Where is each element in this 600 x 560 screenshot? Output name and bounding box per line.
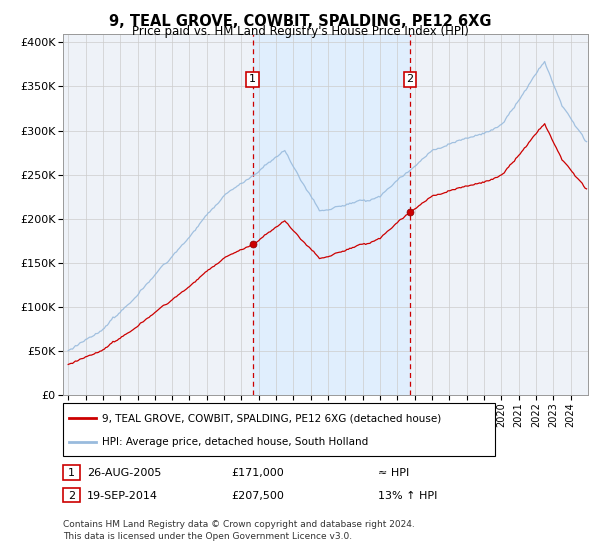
Text: Contains HM Land Registry data © Crown copyright and database right 2024.: Contains HM Land Registry data © Crown c…: [63, 520, 415, 529]
Text: 19-SEP-2014: 19-SEP-2014: [87, 491, 158, 501]
Text: This data is licensed under the Open Government Licence v3.0.: This data is licensed under the Open Gov…: [63, 532, 352, 541]
Text: 26-AUG-2005: 26-AUG-2005: [87, 468, 161, 478]
Text: HPI: Average price, detached house, South Holland: HPI: Average price, detached house, Sout…: [102, 436, 368, 446]
Text: ≈ HPI: ≈ HPI: [378, 468, 409, 478]
Text: 9, TEAL GROVE, COWBIT, SPALDING, PE12 6XG (detached house): 9, TEAL GROVE, COWBIT, SPALDING, PE12 6X…: [102, 413, 441, 423]
Text: £207,500: £207,500: [231, 491, 284, 501]
Text: 2: 2: [68, 491, 75, 501]
Text: 1: 1: [249, 74, 256, 85]
Text: 9, TEAL GROVE, COWBIT, SPALDING, PE12 6XG: 9, TEAL GROVE, COWBIT, SPALDING, PE12 6X…: [109, 14, 491, 29]
Text: 2: 2: [406, 74, 413, 85]
Bar: [253, 34, 410, 395]
Text: £171,000: £171,000: [231, 468, 284, 478]
Text: 1: 1: [68, 468, 75, 478]
Text: Price paid vs. HM Land Registry's House Price Index (HPI): Price paid vs. HM Land Registry's House …: [131, 25, 469, 38]
Text: 13% ↑ HPI: 13% ↑ HPI: [378, 491, 437, 501]
